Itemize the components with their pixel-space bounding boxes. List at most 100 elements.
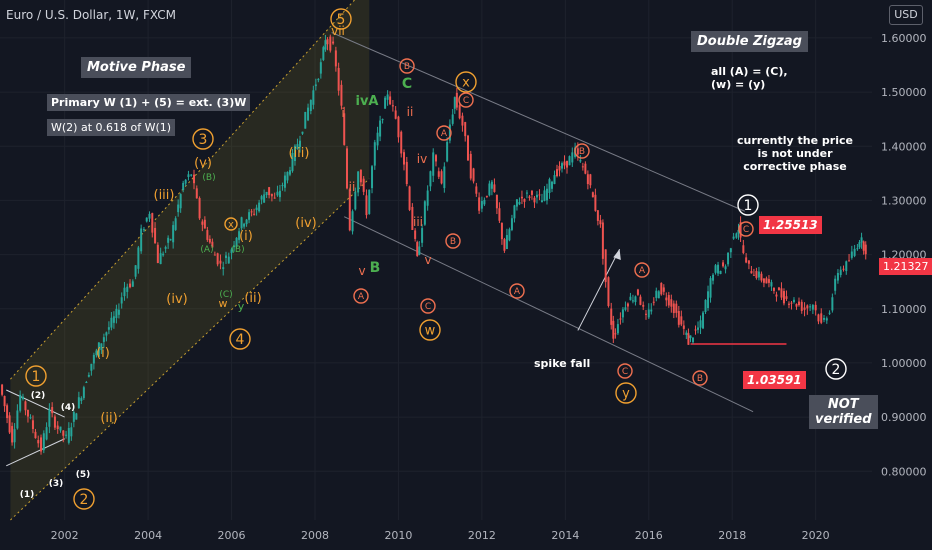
candle-body: [208, 238, 211, 243]
currency-button[interactable]: USD: [889, 5, 923, 25]
wave-2-label: 2: [80, 492, 89, 508]
candle-body: [836, 272, 839, 281]
candle-body: [702, 312, 705, 329]
candle-body: [354, 192, 357, 210]
v-label: (v): [194, 156, 212, 171]
r-b3-label: B: [579, 147, 585, 157]
x-tick-label: 2012: [468, 529, 496, 542]
wave-w-label: w: [425, 324, 436, 339]
candle-body: [281, 185, 284, 187]
candle-body: [626, 303, 629, 307]
candle-body: [488, 183, 491, 196]
wave-5-label: 5: [337, 12, 346, 28]
candle-body: [177, 204, 180, 213]
candle-body: [594, 194, 597, 211]
wave-x-label-ring: [455, 71, 477, 93]
grid: [0, 0, 872, 520]
candle-body: [811, 304, 814, 310]
b-label: B: [370, 260, 381, 276]
candle-body: [230, 249, 233, 254]
candle-body: [561, 163, 564, 169]
candle-body: [770, 282, 773, 287]
x-small-label: x: [228, 220, 234, 231]
y-tick-label: 1.50000: [881, 86, 927, 99]
candle-body: [184, 179, 187, 184]
iii-label: (iii): [154, 188, 175, 203]
candle-body: [850, 251, 853, 258]
current-line2: is not under: [757, 147, 833, 160]
r-b4-label-ring: [692, 370, 708, 386]
candle-body: [100, 343, 103, 351]
candle-body: [443, 166, 446, 189]
candle-body: [621, 309, 624, 318]
candle-body: [563, 161, 566, 166]
candle-body: [233, 245, 236, 248]
candle-body: [85, 382, 88, 384]
candle-body: [154, 227, 157, 244]
candle-body: [224, 255, 227, 259]
candle-body: [579, 159, 582, 162]
candles: [1, 34, 867, 455]
candle-body: [70, 427, 73, 437]
candle-body: [87, 374, 90, 377]
candle-body: [213, 254, 216, 256]
candle-body: [293, 145, 296, 161]
y-tick-label: 1.10000: [881, 303, 927, 316]
candle-body: [790, 302, 793, 304]
candle-body: [672, 303, 675, 314]
candle-body: [167, 237, 170, 243]
candle-body: [727, 252, 730, 265]
candle-body: [343, 113, 346, 145]
x-axis: 2002 2004 2006 2008 2010 2012 2014 2016 2018 2020: [51, 529, 830, 542]
y-tick-label: 0.90000: [881, 411, 927, 424]
spike-arrow-line: [577, 248, 621, 331]
candle-body: [345, 148, 348, 189]
not-verified-note: NOT verified: [809, 395, 878, 429]
candle-body: [216, 253, 219, 265]
candle-body: [31, 420, 34, 429]
candle-body: [110, 317, 113, 328]
candle-body: [772, 287, 775, 291]
candle-body: [831, 297, 834, 311]
r-b3-label-ring: [574, 143, 590, 159]
candle-body: [767, 279, 770, 283]
candle-body: [391, 105, 394, 107]
wave-1-label-ring: [25, 365, 47, 387]
candle-body: [334, 50, 337, 67]
candle-body: [451, 114, 454, 124]
candle-body: [368, 189, 371, 214]
y-small-label: y: [238, 300, 245, 313]
candle-body: [8, 415, 11, 433]
candle-body: [624, 307, 627, 310]
r-i-label: i: [341, 106, 344, 120]
candle-body: [24, 401, 27, 411]
candle-body: [498, 208, 501, 221]
candle-body: [131, 281, 134, 287]
candle-body: [475, 186, 478, 194]
candle-body: [757, 271, 760, 278]
candle-body: [134, 265, 137, 277]
candle-body: [40, 437, 43, 452]
y-tick-label: 1.40000: [881, 140, 927, 153]
candle-body: [1, 384, 4, 395]
candle-body: [535, 194, 538, 198]
candle-body: [278, 190, 281, 198]
candle-body: [461, 115, 464, 126]
candle-body: [129, 283, 132, 288]
candle-body: [543, 190, 546, 201]
pb2-label: (B): [231, 245, 244, 255]
candle-body: [508, 229, 511, 241]
candle-body: [75, 413, 78, 420]
candle-body: [42, 433, 45, 451]
candle-body: [432, 152, 435, 176]
x-tick-label: 2018: [718, 529, 746, 542]
r-a3-label-ring: [509, 283, 525, 299]
x-tick-label: 2016: [635, 529, 663, 542]
wave-labels: 12345xwy12(2)(4)(1)(3)(5)(i)(ii)(iii)(iv…: [20, 8, 847, 510]
chart-title: Euro / U.S. Dollar, 1W, FXCM: [6, 8, 176, 22]
candle-body: [722, 262, 725, 267]
candle-body: [265, 191, 268, 196]
candle-body: [775, 294, 778, 297]
candle-body: [604, 249, 607, 283]
